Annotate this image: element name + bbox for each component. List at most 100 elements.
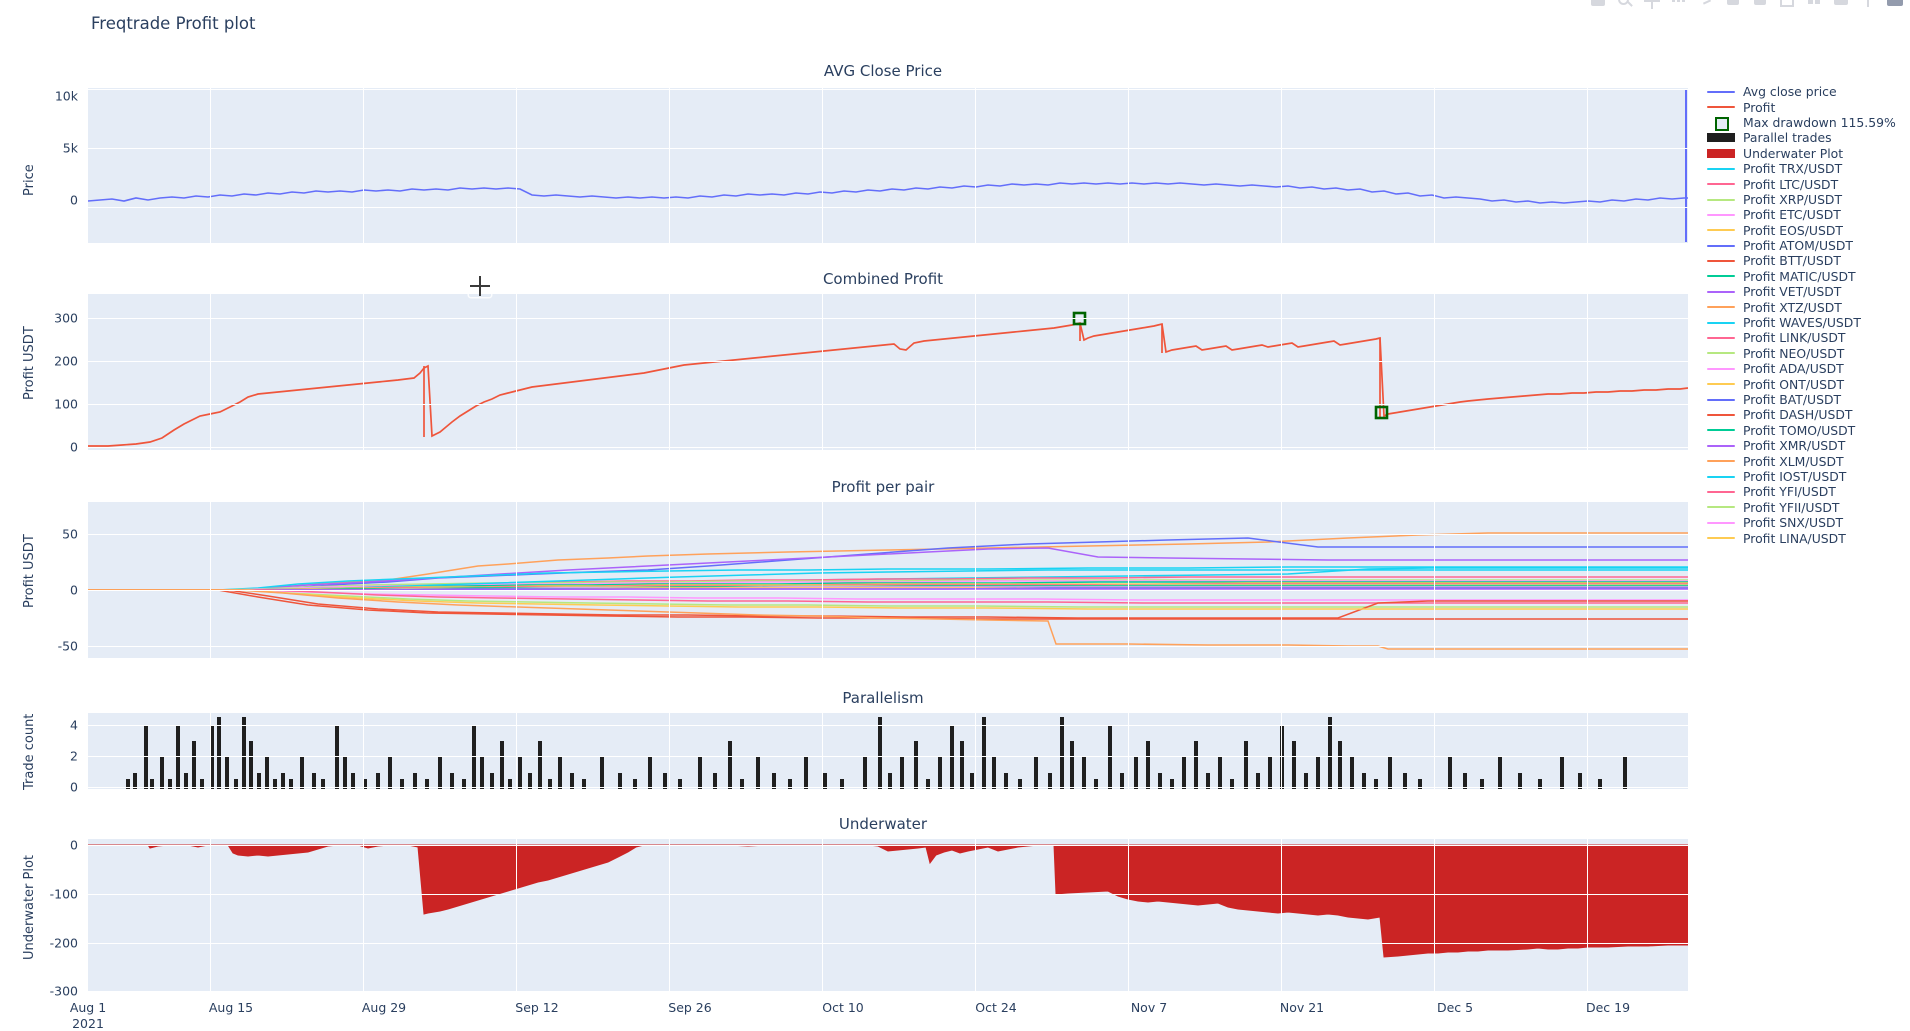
legend-item-label: Avg close price	[1743, 84, 1837, 100]
legend-item[interactable]: Underwater Plot	[1706, 146, 1906, 161]
legend-item[interactable]: Profit BAT/USDT	[1706, 392, 1906, 407]
legend-swatch-icon	[1706, 177, 1736, 192]
legend-swatch-icon	[1706, 238, 1736, 253]
legend-item[interactable]: Profit VET/USDT	[1706, 284, 1906, 299]
legend-swatch-icon	[1706, 346, 1736, 361]
legend-item[interactable]: Profit LINA/USDT	[1706, 530, 1906, 546]
underwater-area	[88, 844, 1688, 958]
legend-item[interactable]: Profit LINK/USDT	[1706, 330, 1906, 345]
ytick-pair-neg50: -50	[57, 638, 78, 654]
legend-item[interactable]: Profit MATIC/USDT	[1706, 269, 1906, 284]
legend-item-label: Profit	[1743, 99, 1776, 115]
combined-profit-line	[88, 311, 1688, 447]
ytick-underwater-neg300: -300	[49, 983, 78, 999]
legend-swatch-icon	[1706, 392, 1736, 407]
box-select-icon[interactable]	[1670, 0, 1688, 10]
reset-axes-icon[interactable]	[1805, 0, 1823, 10]
legend-item-label: Profit DASH/USDT	[1743, 407, 1853, 423]
subplot-title-profit-per-pair: Profit per pair	[831, 478, 935, 496]
xtick-nov-21: Nov 21	[1279, 1000, 1325, 1015]
yaxis-label-price: Price	[22, 164, 37, 196]
legend-swatch-icon	[1706, 146, 1736, 161]
legend-item[interactable]: Profit YFI/USDT	[1706, 484, 1906, 499]
legend-swatch-icon	[1706, 100, 1736, 115]
legend-item[interactable]: Profit TOMO/USDT	[1706, 423, 1906, 438]
legend-item[interactable]: Profit DASH/USDT	[1706, 407, 1906, 422]
legend-item[interactable]: Profit ADA/USDT	[1706, 361, 1906, 376]
lasso-select-icon[interactable]	[1697, 0, 1715, 10]
legend-item-label: Profit SNX/USDT	[1743, 515, 1844, 531]
chart-legend[interactable]: Avg close price Profit Max drawdown 115.59…	[1706, 84, 1906, 546]
legend-item-label: Profit NEO/USDT	[1743, 345, 1845, 361]
subplot-title-avg-close-price: AVG Close Price	[823, 62, 943, 80]
pan-icon[interactable]	[1643, 0, 1661, 10]
legend-item[interactable]: Profit WAVES/USDT	[1706, 315, 1906, 330]
xtick-oct-24: Oct 24	[975, 1000, 1017, 1015]
subplot-title-combined-profit: Combined Profit	[822, 270, 944, 288]
hover-compare-icon[interactable]	[1859, 0, 1877, 10]
legend-item[interactable]: Profit LTC/USDT	[1706, 176, 1906, 192]
legend-item[interactable]: Profit TRX/USDT	[1706, 161, 1906, 176]
plotly-logo-icon[interactable]	[1886, 0, 1904, 10]
legend-swatch-icon	[1706, 253, 1736, 268]
zoom-out-icon[interactable]	[1751, 0, 1769, 10]
max-drawdown-end-marker	[1374, 405, 1389, 420]
zoom-in-icon[interactable]	[1724, 0, 1742, 10]
legend-item-label: Profit YFII/USDT	[1743, 499, 1840, 515]
legend-item[interactable]: Profit ETC/USDT	[1706, 207, 1906, 222]
plot-area-underwater[interactable]	[88, 839, 1688, 992]
legend-item[interactable]: Max drawdown 115.59%	[1706, 114, 1906, 132]
legend-item-label: Max drawdown 115.59%	[1743, 114, 1896, 130]
ytick-trades-2: 2	[70, 748, 78, 764]
xtick-aug-1: Aug 1	[69, 1000, 107, 1015]
avg-close-price-line	[88, 90, 1688, 242]
plot-area-avg-close-price[interactable]	[88, 88, 1688, 244]
legend-item[interactable]: Profit ONT/USDT	[1706, 376, 1906, 392]
legend-swatch-icon	[1706, 531, 1736, 546]
ytick-price-5k: 5k	[62, 140, 78, 156]
ytick-pair-50: 50	[62, 526, 78, 542]
xtick-oct-10: Oct 10	[822, 1000, 864, 1015]
plot-area-combined-profit[interactable]	[88, 294, 1688, 450]
subplot-title-parallelism: Parallelism	[842, 689, 924, 707]
subplot-title-underwater: Underwater	[838, 815, 928, 833]
legend-swatch-icon	[1706, 377, 1736, 392]
legend-item[interactable]: Avg close price	[1706, 84, 1906, 99]
ytick-trades-0: 0	[70, 779, 78, 795]
legend-item[interactable]: Profit XLM/USDT	[1706, 453, 1906, 469]
legend-item-label: Profit EOS/USDT	[1743, 222, 1843, 238]
legend-item[interactable]: Profit SNX/USDT	[1706, 515, 1906, 530]
legend-item[interactable]: Profit YFII/USDT	[1706, 500, 1906, 515]
legend-item[interactable]: Profit BTT/USDT	[1706, 253, 1906, 268]
ytick-trades-4: 4	[70, 717, 78, 733]
legend-item-label: Profit ADA/USDT	[1743, 361, 1844, 377]
legend-item-label: Profit VET/USDT	[1743, 284, 1842, 300]
legend-item[interactable]: Profit XTZ/USDT	[1706, 299, 1906, 315]
legend-item[interactable]: Profit EOS/USDT	[1706, 223, 1906, 238]
ytick-combined-200: 200	[54, 353, 78, 369]
legend-item[interactable]: Parallel trades	[1706, 130, 1906, 145]
legend-item[interactable]: Profit XMR/USDT	[1706, 438, 1906, 453]
ytick-underwater-neg100: -100	[49, 886, 78, 902]
plot-area-profit-per-pair[interactable]	[88, 502, 1688, 658]
xtick-dec-19: Dec 19	[1585, 1000, 1631, 1015]
zoom-icon[interactable]	[1616, 0, 1634, 10]
legend-item[interactable]: Profit IOST/USDT	[1706, 469, 1906, 484]
plotly-modebar[interactable]	[1589, 0, 1904, 10]
legend-item-label: Profit MATIC/USDT	[1743, 268, 1856, 284]
camera-icon[interactable]	[1589, 0, 1607, 10]
legend-item[interactable]: Profit	[1706, 99, 1906, 115]
legend-swatch-icon	[1706, 330, 1736, 345]
spike-lines-icon[interactable]	[1832, 0, 1850, 10]
legend-item[interactable]: Profit ATOM/USDT	[1706, 238, 1906, 253]
legend-item[interactable]: Profit XRP/USDT	[1706, 192, 1906, 207]
legend-swatch-icon	[1706, 84, 1736, 99]
legend-item-label: Profit XLM/USDT	[1743, 453, 1844, 469]
autoscale-icon[interactable]	[1778, 0, 1796, 10]
crosshair-cursor	[470, 276, 490, 296]
legend-item-label: Profit LTC/USDT	[1743, 176, 1839, 192]
page-title: Freqtrade Profit plot	[91, 14, 256, 33]
legend-item-label: Profit ONT/USDT	[1743, 376, 1845, 392]
plot-area-parallelism[interactable]	[88, 713, 1688, 789]
legend-item[interactable]: Profit NEO/USDT	[1706, 346, 1906, 361]
